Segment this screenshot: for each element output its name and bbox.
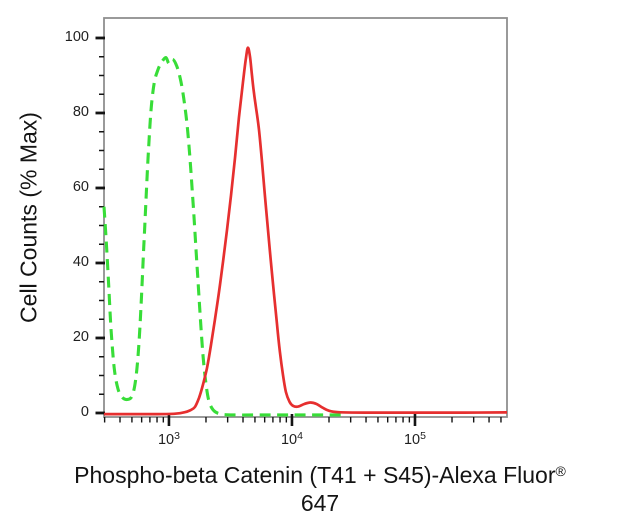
green-dashed-curve (102, 55, 342, 417)
red-solid-curve (103, 46, 508, 416)
plot-frame (103, 17, 508, 418)
